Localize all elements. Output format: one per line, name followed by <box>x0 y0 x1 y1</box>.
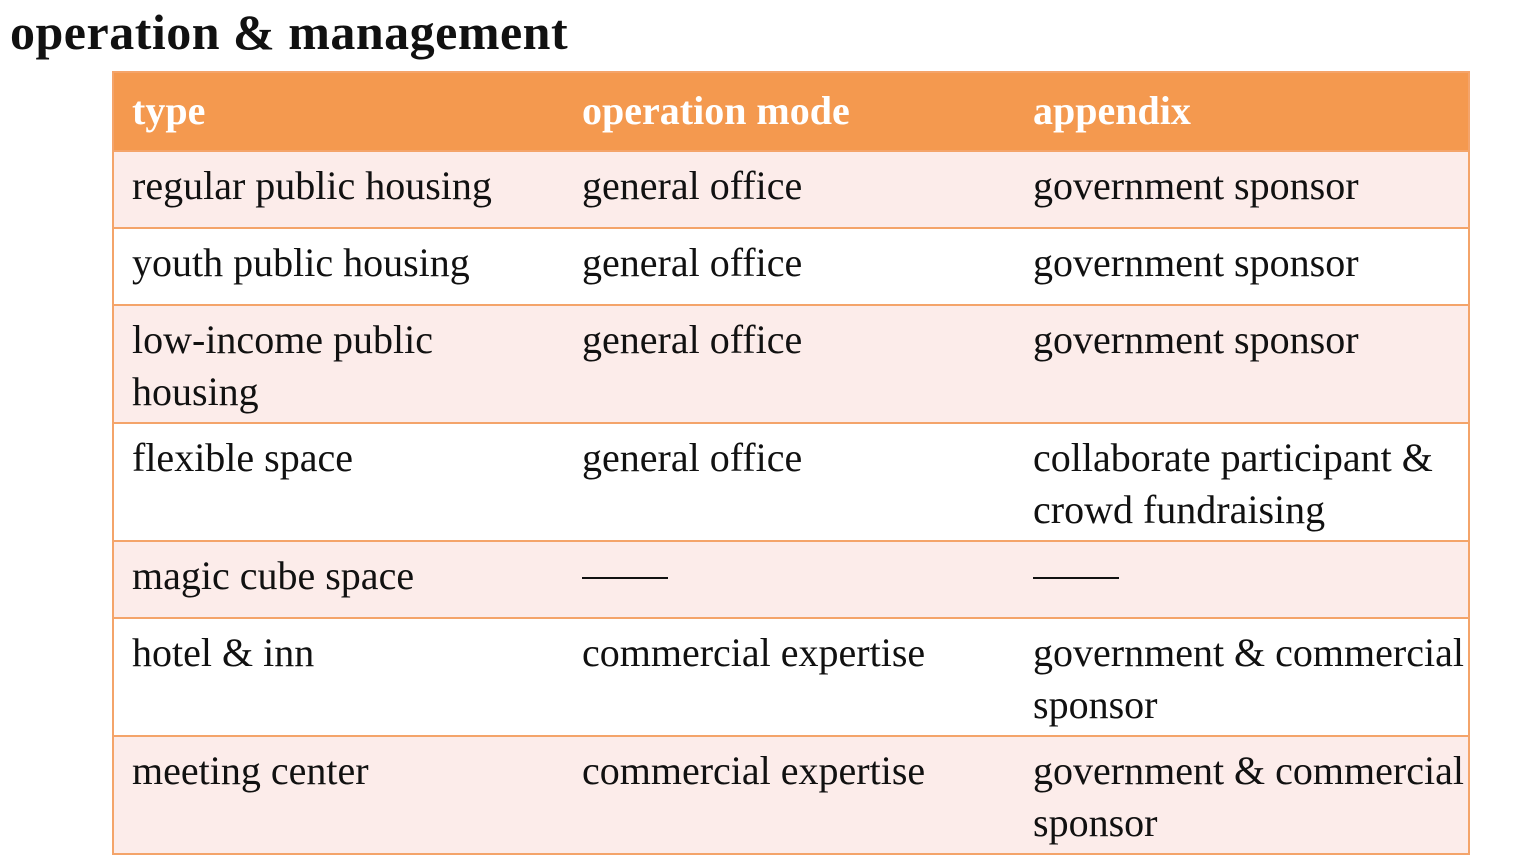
cell-type: regular public housing <box>113 151 564 228</box>
operation-table: type operation mode appendix regular pub… <box>112 71 1470 855</box>
cell-operation-mode: general office <box>564 305 1015 423</box>
cell-appendix: government sponsor <box>1015 151 1469 228</box>
header-appendix: appendix <box>1015 72 1469 152</box>
em-dash-placeholder <box>1033 576 1119 579</box>
cell-appendix: government sponsor <box>1015 228 1469 305</box>
cell-appendix: government sponsor <box>1015 305 1469 423</box>
cell-operation-mode: commercial expertise <box>564 736 1015 854</box>
cell-type: low-income public housing <box>113 305 564 423</box>
table-row: meeting center commercial expertise gove… <box>113 736 1469 854</box>
header-type: type <box>113 72 564 152</box>
table-row: youth public housing general office gove… <box>113 228 1469 305</box>
cell-type: flexible space <box>113 423 564 541</box>
cell-type: meeting center <box>113 736 564 854</box>
cell-operation-mode: general office <box>564 423 1015 541</box>
table-row: magic cube space <box>113 541 1469 618</box>
header-row: type operation mode appendix <box>113 72 1469 152</box>
table-row: flexible space general office collaborat… <box>113 423 1469 541</box>
cell-operation-mode <box>564 541 1015 618</box>
cell-operation-mode: general office <box>564 151 1015 228</box>
cell-appendix: government & commercial sponsor <box>1015 736 1469 854</box>
em-dash-placeholder <box>582 576 668 579</box>
cell-type: youth public housing <box>113 228 564 305</box>
cell-appendix: government & commercial sponsor <box>1015 618 1469 736</box>
cell-type: hotel & inn <box>113 618 564 736</box>
page-title: operation & management <box>10 4 569 60</box>
table-row: regular public housing general office go… <box>113 151 1469 228</box>
cell-appendix <box>1015 541 1469 618</box>
operation-table-container: type operation mode appendix regular pub… <box>112 71 1470 855</box>
cell-appendix: collaborate participant & crowd fundrais… <box>1015 423 1469 541</box>
table-row: low-income public housing general office… <box>113 305 1469 423</box>
cell-operation-mode: general office <box>564 228 1015 305</box>
cell-type: magic cube space <box>113 541 564 618</box>
cell-operation-mode: commercial expertise <box>564 618 1015 736</box>
table-row: hotel & inn commercial expertise governm… <box>113 618 1469 736</box>
header-operation-mode: operation mode <box>564 72 1015 152</box>
